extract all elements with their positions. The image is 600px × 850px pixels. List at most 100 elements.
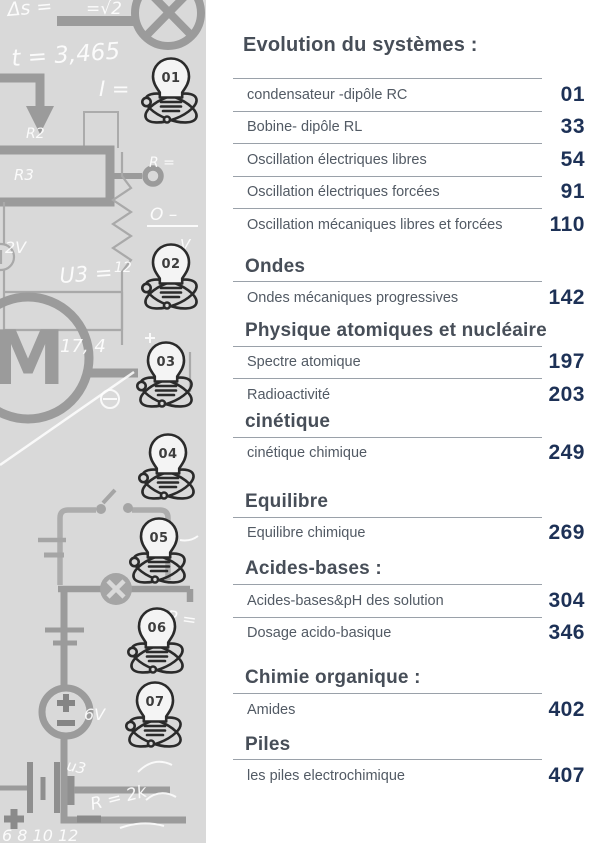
battery-symbol-sketch (0, 762, 170, 829)
toc-row-label: Bobine- dipôle RL (247, 119, 363, 135)
toc-row-page: 304 (548, 588, 585, 612)
toc-row-label: Acides-bases&pH des solution (247, 592, 444, 609)
bulb-atom-icon-07: 07 (124, 681, 186, 754)
divider-line (233, 616, 542, 618)
motor-label: M (0, 314, 65, 402)
formula: Δs = (5, 0, 54, 21)
toc-row: Oscillation électriques forcées 91 (233, 177, 585, 209)
toc-row: Ondes mécaniques progressives 142 (233, 282, 585, 314)
toc-row-page: 203 (548, 382, 585, 406)
toc-row-page: 01 (560, 82, 585, 106)
bulb-number: 02 (161, 257, 180, 272)
bulb-number: 04 (158, 447, 177, 462)
divider-line (233, 110, 542, 112)
toc-row-page: 197 (548, 350, 585, 374)
toc-row: Oscillation électriques libres 54 (233, 144, 585, 176)
toc-row: Acides-bases&pH des solution 304 (233, 585, 585, 617)
divider-line (233, 436, 542, 438)
toc-row: Dosage acido-basique 346 (233, 618, 585, 650)
white-scribble-line (0, 370, 135, 467)
divider-line (233, 759, 542, 761)
toc-section: Evolution du systèmes : condensateur -dip… (233, 34, 585, 241)
formula: 6 8 10 12 (2, 826, 78, 843)
arrow-down-sketch (0, 73, 54, 134)
toc-row-page: 54 (560, 147, 585, 171)
toc-row: cinétique chimique 249 (233, 438, 585, 470)
formula: U3 = (59, 260, 114, 288)
divider-line (233, 281, 542, 283)
toc-row-page: 407 (548, 763, 585, 787)
white-scribbles (100, 225, 199, 829)
toc-row-page: 33 (560, 115, 585, 138)
toc-row: les piles electrochimique 407 (233, 760, 585, 792)
bulb-number: 03 (156, 355, 175, 370)
toc-row-page: 91 (560, 180, 585, 203)
sketch-panel: M (0, 0, 206, 843)
formula: =√2 (86, 0, 122, 19)
toc-row-page: 402 (548, 697, 585, 721)
toc-section: Piles les piles electrochimique 407 (233, 734, 585, 792)
toc-row: Bobine- dipôle RL 33 (233, 112, 585, 144)
toc-row-label: Spectre atomique (247, 354, 361, 371)
lamp-symbol-sketch (57, 0, 205, 50)
bulb-number: 06 (147, 621, 166, 636)
toc-row: Radioactivité 203 (233, 379, 585, 411)
section-title: Evolution du systèmes : (243, 34, 478, 56)
toc-row-label: Equilibre chimique (247, 525, 366, 542)
formula: R2 (26, 126, 45, 142)
toc-row-page: 110 (549, 212, 585, 236)
formula: I = (99, 77, 129, 101)
bulb-number: 01 (161, 71, 180, 86)
toc-section: cinétique cinétique chimique 249 (233, 411, 585, 469)
divider-line (233, 208, 542, 209)
bulb-atom-icon-04: 04 (137, 433, 199, 506)
table-of-contents: Evolution du systèmes : condensateur -dip… (233, 34, 585, 792)
motor-symbol-sketch: M (0, 292, 138, 424)
section-title: Acides-bases : (245, 558, 382, 580)
toc-row-label: Oscillation mécaniques libres et forcées (247, 216, 503, 233)
toc-row-label: Amides (247, 701, 296, 718)
divider-line (233, 378, 542, 380)
toc-row: Equilibre chimique 269 (233, 518, 585, 550)
toc-section: Equilibre Equilibre chimique 269 (233, 491, 585, 549)
section-title: cinétique (245, 410, 331, 432)
toc-row-page: 249 (548, 441, 585, 465)
formula: 12 (114, 260, 132, 276)
divider-line (233, 345, 542, 347)
formula: 6V (84, 705, 106, 724)
divider-line (233, 78, 542, 79)
divider-line (233, 175, 542, 177)
switch-loop-sketch (38, 488, 171, 585)
formula: 17, 4 (60, 336, 106, 357)
formula: u3 (65, 756, 87, 778)
toc-section: Acides-bases : Acides-bases&pH des soluti… (233, 558, 585, 649)
formula: O – (150, 205, 177, 225)
toc-row-label: Oscillation électriques libres (247, 151, 427, 168)
bulb-number: 07 (145, 695, 164, 710)
formula: 2V (5, 238, 27, 257)
toc-row-label: Radioactivité (247, 386, 331, 403)
toc-row: condensateur -dipôle RC 01 (233, 79, 585, 111)
divider-line (233, 693, 542, 695)
divider-line (233, 143, 542, 144)
toc-row: Oscillation mécaniques libres et forcées… (233, 209, 585, 241)
divider-line (233, 516, 542, 518)
toc-row-label: Ondes mécaniques progressives (247, 289, 459, 306)
toc-row-label: Oscillation électriques forcées (247, 184, 440, 200)
divider-line (233, 584, 542, 586)
formula: R = (149, 155, 175, 171)
toc-section: Chimie organique : Amides 402 (233, 667, 585, 725)
toc-row-label: cinétique chimique (247, 445, 368, 462)
bulb-atom-icon-01: 01 (140, 57, 202, 130)
lamp-on-wire-sketch (45, 573, 194, 824)
toc-row-page: 142 (548, 285, 585, 309)
section-title: Chimie organique : (245, 667, 421, 689)
resistor-box-sketch (0, 111, 164, 207)
toc-row: Amides 402 (233, 694, 585, 726)
section-title: Physique atomiques et nucléaire (245, 319, 547, 341)
bulb-number: 05 (149, 531, 168, 546)
thin-circuit-sketch (0, 152, 192, 392)
toc-row: Spectre atomique 197 (233, 347, 585, 379)
toc-row-page: 346 (548, 621, 585, 645)
